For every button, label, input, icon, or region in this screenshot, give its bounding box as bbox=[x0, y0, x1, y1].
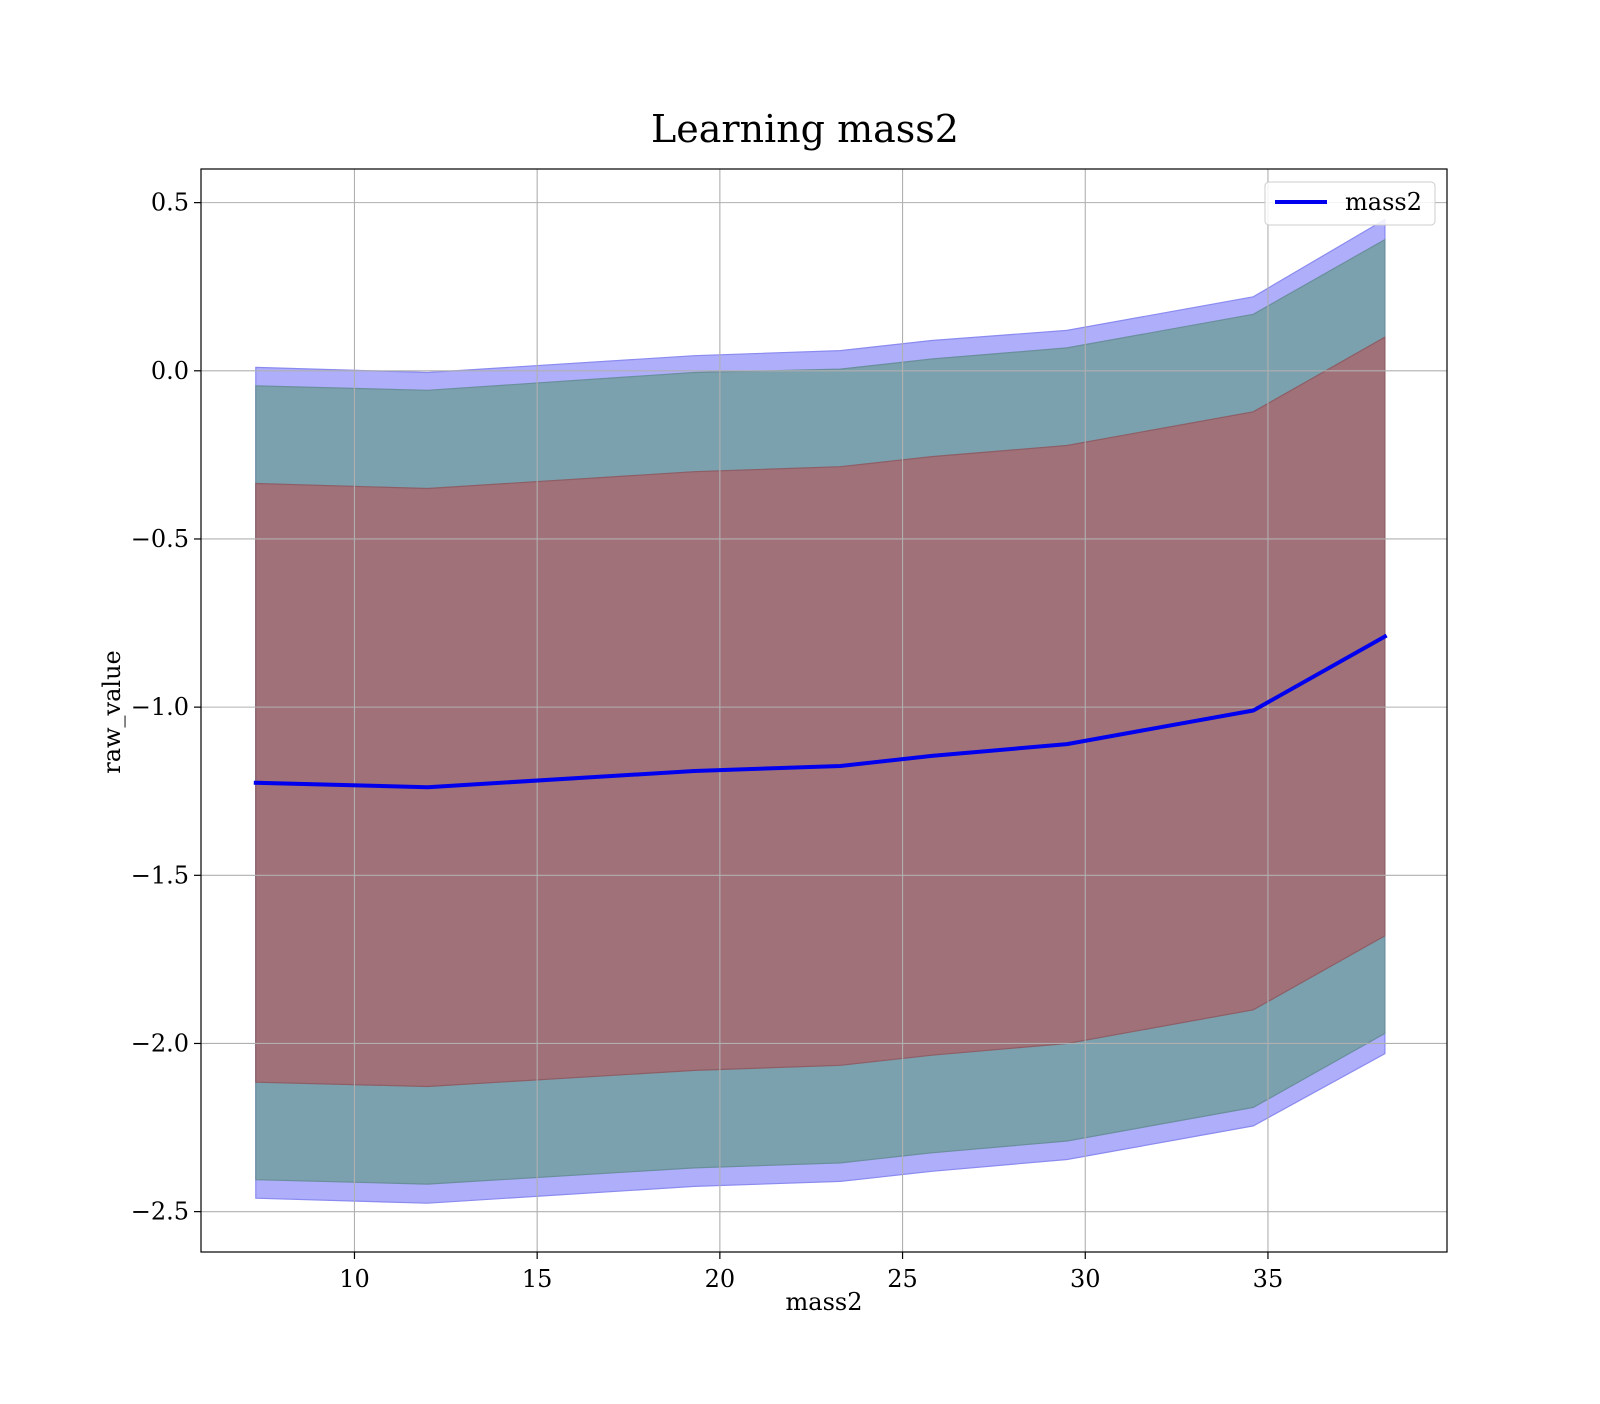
y-axis-ticks: 0.5 0.0 −0.5 −1.0 −1.5 −2.0 −2.5 bbox=[131, 189, 201, 1226]
bands-layer bbox=[255, 218, 1386, 1204]
x-tick-label: 25 bbox=[887, 1265, 918, 1293]
inner-band bbox=[255, 336, 1386, 1088]
x-tick-label: 35 bbox=[1253, 1265, 1284, 1293]
y-axis-label: raw_value bbox=[98, 650, 126, 774]
chart-title: Learning mass2 bbox=[651, 107, 959, 151]
y-tick-label: −2.0 bbox=[131, 1029, 189, 1057]
legend-label: mass2 bbox=[1345, 188, 1422, 216]
y-tick-label: 0.5 bbox=[151, 189, 189, 217]
x-tick-label: 30 bbox=[1070, 1265, 1101, 1293]
series-line-mass2 bbox=[253, 633, 1388, 790]
y-tick-label: −1.0 bbox=[131, 693, 189, 721]
line-layer bbox=[253, 633, 1388, 790]
x-axis-ticks: 10 15 20 25 30 35 bbox=[339, 1252, 1283, 1293]
y-tick-label: −0.5 bbox=[131, 525, 189, 553]
y-tick-label: 0.0 bbox=[151, 357, 189, 385]
x-tick-label: 15 bbox=[522, 1265, 553, 1293]
legend-box bbox=[1264, 181, 1436, 226]
grid-layer bbox=[201, 169, 1447, 1252]
y-tick-label: −1.5 bbox=[131, 861, 189, 889]
x-axis-label: mass2 bbox=[786, 1288, 863, 1316]
legend: mass2 bbox=[1264, 181, 1436, 226]
x-tick-label: 10 bbox=[339, 1265, 370, 1293]
x-tick-label: 20 bbox=[705, 1265, 736, 1293]
plot-frame bbox=[200, 168, 1448, 1253]
y-tick-label: −2.5 bbox=[131, 1198, 189, 1226]
